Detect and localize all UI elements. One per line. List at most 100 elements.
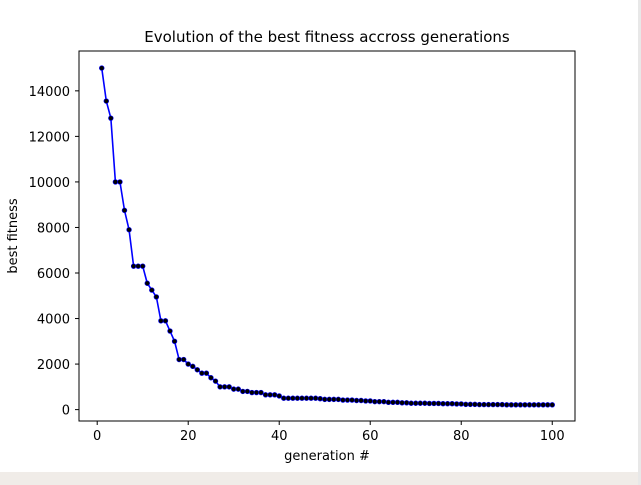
data-point	[326, 396, 332, 403]
chart-title: Evolution of the best fitness accross ge…	[144, 28, 510, 46]
data-point	[522, 402, 528, 408]
data-point	[504, 402, 510, 408]
data-point	[112, 179, 119, 185]
data-point	[199, 370, 205, 376]
data-point	[526, 402, 533, 408]
data-point	[458, 401, 464, 407]
data-point	[153, 294, 160, 300]
data-point	[99, 65, 105, 71]
data-point	[276, 393, 282, 399]
data-point	[212, 378, 219, 384]
data-point	[540, 402, 546, 408]
data-point	[167, 328, 173, 334]
data-point	[490, 401, 496, 408]
data-point	[376, 398, 383, 405]
data-point	[372, 398, 378, 405]
data-point	[513, 402, 519, 408]
data-point	[463, 401, 469, 408]
data-point	[235, 386, 241, 392]
data-point	[121, 207, 128, 214]
data-point	[208, 375, 214, 381]
data-point	[244, 388, 251, 395]
data-point	[285, 395, 292, 401]
data-point	[549, 402, 555, 408]
data-point	[103, 98, 110, 104]
data-point	[331, 396, 337, 403]
data-point	[185, 361, 191, 367]
y-tick-label: 14000	[29, 85, 70, 100]
data-point	[231, 386, 237, 392]
data-point	[126, 227, 132, 233]
data-point	[367, 398, 373, 404]
data-point	[481, 401, 487, 408]
data-point	[226, 384, 232, 390]
y-tick-label: 12000	[29, 130, 70, 145]
data-point	[135, 263, 141, 269]
data-point	[240, 388, 246, 395]
x-tick-label: 60	[362, 429, 379, 444]
y-axis-label: best fitness	[6, 198, 21, 274]
data-point	[271, 392, 278, 398]
x-tick-label: 80	[453, 429, 470, 444]
data-point	[267, 392, 273, 398]
data-point	[362, 398, 369, 404]
y-axis-ticks: 0 2000 4000 6000 8000 10000 12000 14000	[29, 85, 79, 419]
data-point	[390, 399, 396, 406]
data-point	[253, 389, 260, 396]
y-tick-label: 0	[62, 404, 70, 419]
data-point	[322, 396, 328, 403]
data-point	[408, 400, 414, 406]
data-point	[422, 400, 428, 406]
x-tick-label: 0	[93, 429, 101, 444]
data-point	[517, 402, 524, 408]
window-edge	[638, 0, 641, 485]
data-point	[472, 401, 478, 408]
data-point	[353, 397, 360, 404]
data-point	[308, 395, 314, 401]
data-point	[194, 367, 201, 373]
data-point	[117, 179, 123, 185]
data-point	[190, 363, 196, 370]
data-point	[221, 384, 228, 390]
data-point	[303, 395, 310, 401]
series-layer	[99, 65, 555, 408]
data-point	[476, 401, 483, 408]
data-point	[130, 263, 137, 269]
data-point	[499, 401, 505, 408]
data-point	[417, 400, 423, 406]
y-tick-label: 6000	[37, 267, 70, 282]
y-tick-label: 4000	[37, 313, 70, 328]
data-point	[217, 384, 223, 390]
data-point	[294, 395, 301, 401]
data-point	[440, 401, 446, 407]
data-point	[413, 400, 419, 406]
data-point	[381, 398, 387, 405]
data-point	[171, 338, 178, 345]
data-point	[403, 400, 410, 406]
x-tick-label: 20	[180, 429, 197, 444]
data-point	[453, 401, 460, 407]
data-point	[149, 287, 155, 293]
data-point	[444, 401, 451, 407]
data-point	[203, 370, 210, 376]
data-point	[144, 280, 150, 286]
data-point	[262, 392, 269, 398]
data-point	[426, 400, 433, 407]
data-point	[485, 401, 492, 408]
data-point	[344, 397, 351, 403]
data-point	[394, 399, 401, 406]
y-tick-label: 10000	[29, 176, 70, 191]
data-point	[358, 397, 364, 404]
data-point	[299, 395, 305, 401]
data-point	[108, 115, 114, 121]
data-point	[467, 401, 474, 408]
data-point	[435, 400, 442, 407]
x-axis-ticks: 0 20 40 60 80 100	[93, 421, 565, 444]
status-bar	[0, 472, 641, 485]
data-point	[281, 395, 287, 401]
data-point	[176, 356, 182, 363]
data-point	[531, 402, 537, 408]
data-point	[544, 402, 551, 408]
